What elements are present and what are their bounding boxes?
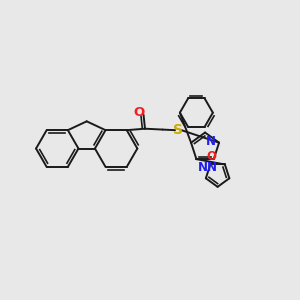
Text: N: N <box>198 161 208 174</box>
Text: S: S <box>173 123 183 136</box>
Text: O: O <box>134 106 145 119</box>
Text: N: N <box>207 161 217 174</box>
Text: O: O <box>206 150 217 163</box>
Text: N: N <box>206 135 216 148</box>
